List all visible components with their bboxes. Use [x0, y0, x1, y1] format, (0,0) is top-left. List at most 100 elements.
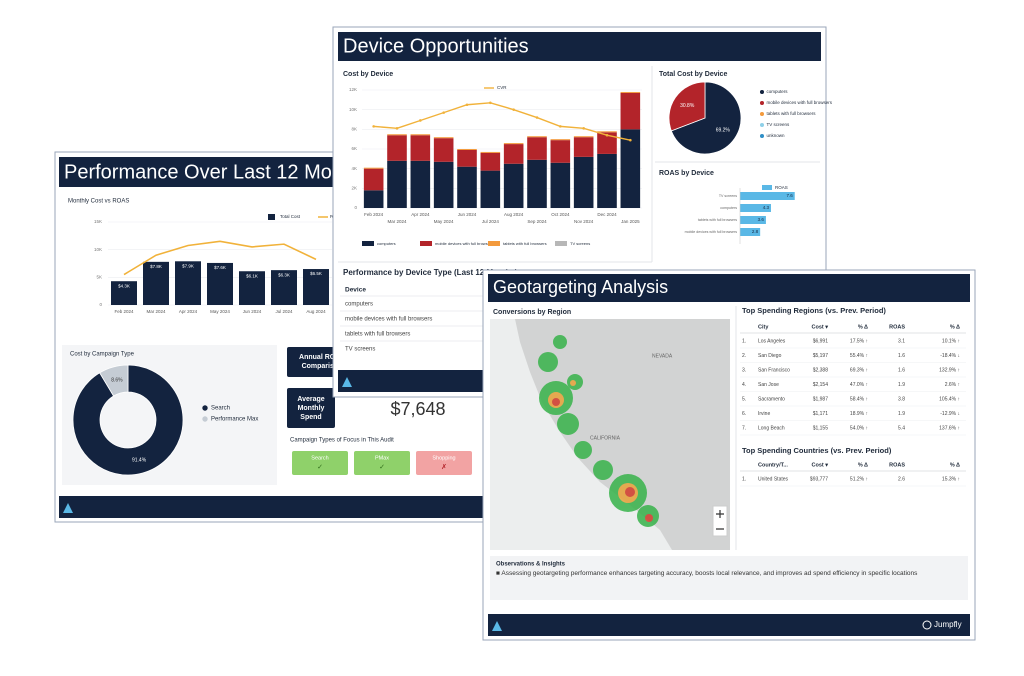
table-header: Cost ▾ [811, 324, 829, 330]
bar-segment [597, 132, 617, 154]
table-cell: 4. [742, 382, 746, 388]
table-header: % Δ [950, 324, 960, 330]
bar-label: $6.3K [278, 272, 290, 277]
x-tick-label: Apr 2024 [179, 309, 198, 314]
table-cell: United States [758, 476, 789, 482]
x-tick-label: Nov 2024 [574, 219, 594, 224]
panel-title: Performance Over Last 12 Months [64, 161, 370, 183]
y-tick-label: 0 [99, 302, 102, 307]
map-label: NEVADA [652, 353, 673, 359]
table-title: Top Spending Countries (vs. Prev. Period… [742, 446, 892, 455]
table-cell: 137.6% ↑ [939, 425, 960, 431]
table-header: Cost ▾ [811, 462, 829, 468]
table-header: % Δ [858, 324, 868, 330]
legend-swatch [555, 241, 567, 246]
table-cell: 69.3% ↑ [850, 367, 868, 373]
focus-chip [416, 451, 472, 475]
legend-label: computers [767, 89, 789, 94]
footer-bar [488, 614, 970, 636]
chart-title: Monthly Cost vs ROAS [68, 199, 129, 205]
chip-status: ✓ [379, 464, 385, 471]
line-point [372, 125, 375, 128]
line-series [373, 102, 631, 141]
bar-segment [573, 156, 594, 208]
bar-segment [550, 162, 571, 208]
y-tick-label: 0 [354, 205, 357, 210]
observations-title: Observations & Insights [496, 562, 566, 568]
panel-title: Geotargeting Analysis [493, 277, 668, 297]
line-point [419, 119, 422, 122]
legend-label: mobile devices with full browsers [767, 100, 833, 105]
header-bar [338, 32, 821, 61]
heat-spot [552, 398, 560, 406]
kpi-label: Average Monthly Spend [297, 395, 325, 421]
bar-label: $6.5K [310, 271, 322, 276]
bar [175, 261, 201, 305]
table-header: % Δ [950, 462, 960, 468]
bar-label: 3.6 [758, 217, 765, 222]
legend-label: Total Cost [280, 214, 301, 219]
bar-segment [480, 170, 501, 208]
bar-label: 4.3 [763, 205, 770, 210]
table-cell: 1.6 [898, 367, 905, 373]
focus-chip [292, 451, 348, 475]
table-cell: 6. [742, 411, 746, 417]
line-point [535, 116, 539, 119]
bar-segment [410, 134, 431, 136]
table-cell: San Diego [758, 353, 782, 359]
bar-segment [433, 161, 454, 208]
table-cell: 1. [742, 476, 746, 482]
footer-bar [59, 496, 486, 518]
bar-segment [363, 190, 384, 208]
kpi-label: Annual ROAS Comparison [299, 354, 345, 370]
bar-label: $7.6K [214, 265, 226, 270]
heat-spot [538, 352, 558, 372]
bar-segment [597, 153, 617, 208]
x-tick-label: Jan 2025 [621, 219, 640, 224]
y-tick-label: 5K [96, 275, 102, 280]
table-cell: $93,777 [810, 476, 828, 482]
table-cell: 58.4% ↑ [850, 396, 868, 402]
bar-label: 7.6 [786, 193, 793, 198]
table-cell: -18.4% ↓ [940, 353, 960, 359]
chart-title: Cost by Device [343, 71, 393, 78]
observations-text: ■ Assessing geotargeting performance enh… [496, 570, 918, 577]
table-title: Top Spending Regions (vs. Prev. Period) [742, 306, 886, 315]
legend-swatch [488, 241, 500, 246]
chip-label: PMax [375, 455, 389, 461]
table-cell: 10.1% ↑ [942, 338, 960, 344]
kpi-label-box: Average Monthly Spend [297, 395, 325, 421]
bar-segment [410, 135, 431, 161]
x-tick-label: Dec 2024 [597, 212, 617, 217]
table-header: City [758, 324, 769, 330]
table-cell: 3. [742, 367, 746, 373]
x-tick-label: Mar 2024 [146, 309, 166, 314]
bar [740, 204, 771, 212]
bar-segment [550, 139, 571, 141]
bar [740, 216, 766, 224]
line-point [489, 101, 492, 105]
chip-status: ✓ [317, 464, 323, 471]
bar-segment [527, 137, 547, 160]
table-cell: Los Angeles [758, 338, 786, 344]
bar-segment [363, 168, 384, 191]
bar-segment [457, 166, 477, 208]
bar-segment [527, 159, 547, 208]
legend-swatch [202, 405, 208, 411]
legend-swatch [759, 133, 765, 139]
legend-label: mobile devices with full browsers [435, 241, 493, 246]
table-cell: 15.3% ↑ [942, 476, 960, 482]
legend-swatch [759, 100, 765, 106]
table-cell: 105.4% ↑ [939, 396, 960, 402]
slice-label: 91.4% [132, 457, 147, 463]
legend-label: unknown [767, 133, 786, 138]
legend-label: TV screens [767, 122, 791, 127]
table-cell: Sacramento [758, 396, 785, 402]
x-tick-label: May 2024 [434, 219, 454, 224]
table-header: Device [345, 287, 366, 294]
logo [63, 503, 73, 513]
y-tick-label: 4K [351, 166, 357, 171]
brand-icon [922, 620, 932, 630]
bar-label: $4.3K [118, 283, 130, 288]
bar-segment [457, 149, 477, 167]
